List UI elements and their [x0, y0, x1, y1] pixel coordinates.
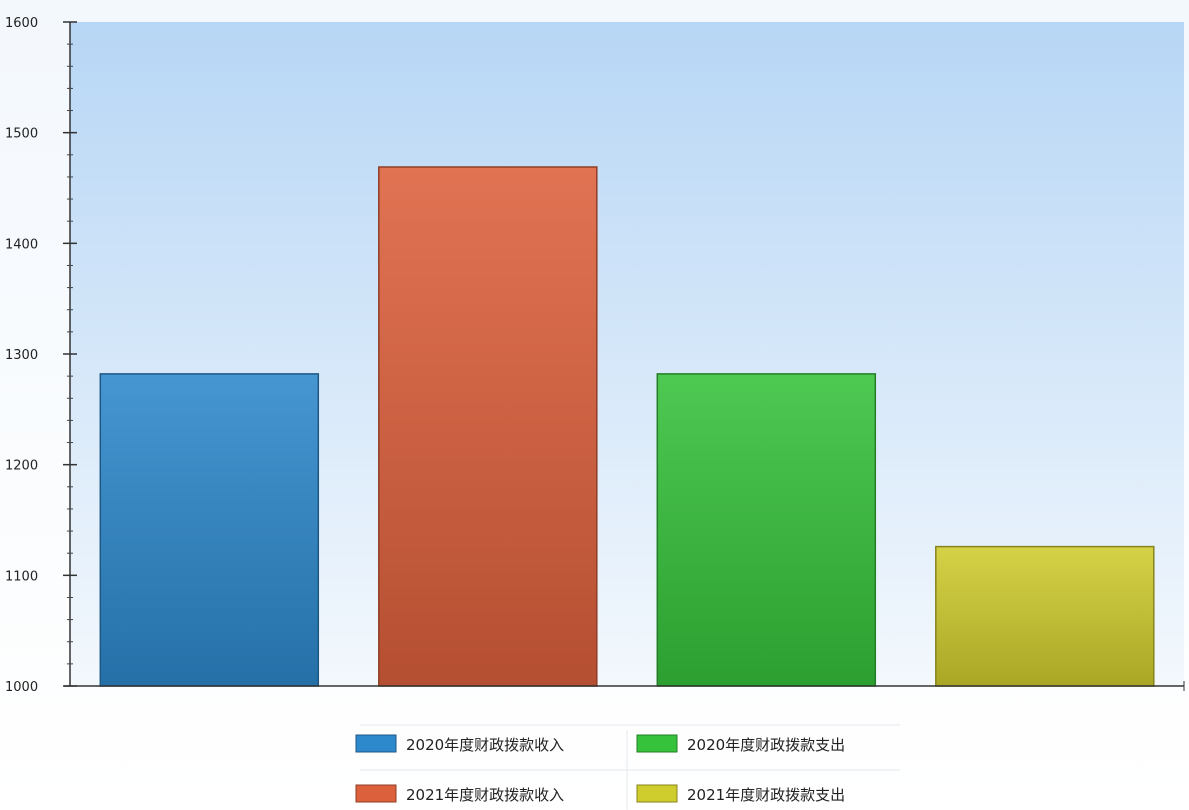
legend-swatch [355, 734, 397, 753]
y-tick-label: 1000 [5, 680, 38, 695]
bar-1 [99, 373, 320, 687]
legend-item: 2021年度财政拨款收入 [355, 784, 564, 804]
legend-item: 2020年度财政拨款支出 [636, 734, 845, 754]
bar-4 [935, 545, 1155, 687]
legend-item: 2020年度财政拨款收入 [355, 734, 564, 754]
y-tick-label: 1500 [5, 127, 38, 142]
y-tick-label: 1100 [5, 569, 38, 584]
legend-item: 2021年度财政拨款支出 [636, 784, 845, 804]
y-tick-label: 1200 [5, 459, 38, 474]
legend-swatch [355, 784, 397, 803]
legend-swatch [636, 734, 678, 753]
legend-label: 2021年度财政拨款支出 [687, 786, 845, 804]
y-tick-label: 1400 [5, 237, 38, 252]
legend-label: 2020年度财政拨款支出 [687, 736, 845, 754]
bar-2 [378, 166, 598, 687]
legend-label: 2020年度财政拨款收入 [406, 736, 564, 754]
y-tick-label: 1300 [5, 348, 38, 363]
bar-3 [656, 373, 877, 687]
y-tick-label: 1600 [5, 16, 38, 31]
legend-swatch [636, 784, 678, 803]
legend-label: 2021年度财政拨款收入 [406, 786, 564, 804]
